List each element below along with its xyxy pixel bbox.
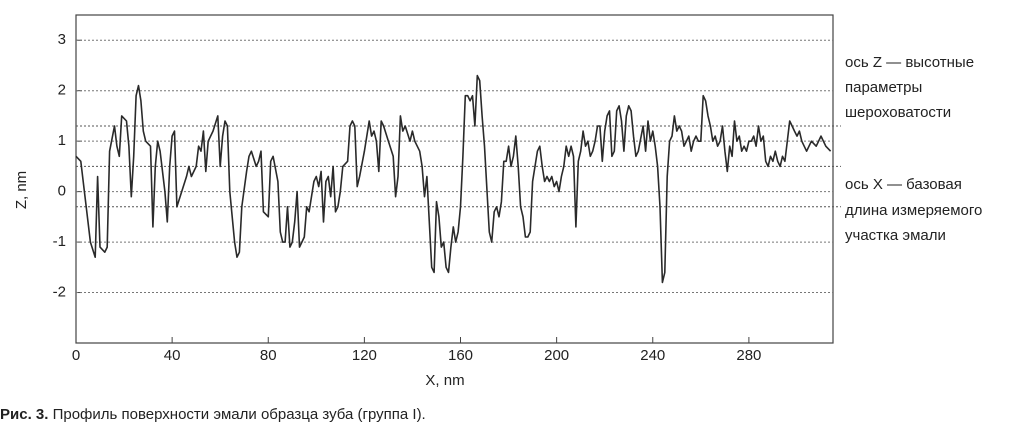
annotation: шероховатости	[845, 104, 951, 121]
annotation: участка эмали	[845, 227, 946, 244]
x-tick-label: 200	[544, 347, 569, 364]
y-tick-label: 0	[58, 183, 66, 200]
y-tick-label: 3	[58, 31, 66, 48]
x-tick-label: 160	[448, 347, 473, 364]
profile-line	[75, 74, 832, 284]
x-tick-label: 80	[260, 347, 277, 364]
caption: Рис. 3. Профиль поверхности эмали образц…	[0, 406, 426, 423]
x-tick-label: 240	[640, 347, 665, 364]
x-tick-label: 40	[164, 347, 181, 364]
caption-text: Профиль поверхности эмали образца зуба (…	[48, 406, 425, 423]
x-axis-label: X, nm	[425, 372, 464, 389]
annotation: ось Z — высотные	[845, 54, 974, 71]
y-tick-label: -1	[53, 233, 66, 250]
annotation: длина измеряемого	[845, 202, 982, 219]
x-tick-label: 280	[736, 347, 761, 364]
annotation: ось X — базовая	[845, 176, 962, 193]
y-tick-label: -2	[53, 284, 66, 301]
annotation: параметры	[845, 79, 922, 96]
caption-label: Рис. 3.	[0, 406, 48, 423]
y-axis-label: Z, nm	[13, 171, 30, 209]
x-tick-label: 120	[352, 347, 377, 364]
x-tick-label: 0	[72, 347, 80, 364]
plot-frame	[75, 14, 834, 344]
y-tick-label: 1	[58, 132, 66, 149]
y-tick-label: 2	[58, 82, 66, 99]
